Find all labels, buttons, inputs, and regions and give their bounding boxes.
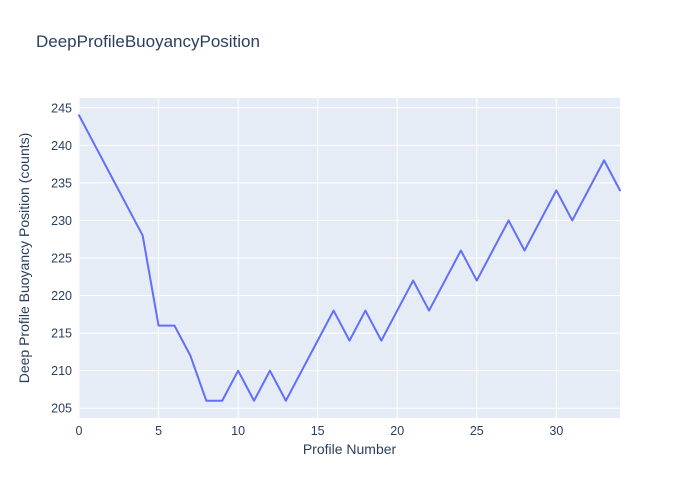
y-axis-title: Deep Profile Buoyancy Position (counts) — [16, 132, 32, 384]
y-tick-label: 220 — [51, 289, 72, 303]
chart-title: DeepProfileBuoyancyPosition — [36, 32, 260, 51]
x-tick-label: 30 — [549, 424, 563, 438]
y-tick-label: 235 — [51, 176, 72, 190]
x-tick-label: 15 — [311, 424, 325, 438]
x-tick-label: 20 — [390, 424, 404, 438]
y-tick-label: 240 — [51, 139, 72, 153]
y-tick-label: 225 — [51, 252, 72, 266]
x-tick-label: 10 — [231, 424, 245, 438]
y-tick-label: 230 — [51, 214, 72, 228]
y-tick-label: 245 — [51, 101, 72, 115]
data-line[interactable] — [78, 114, 621, 402]
y-tick-label: 210 — [51, 364, 72, 378]
x-tick-label: 25 — [470, 424, 484, 438]
x-tick-label: 5 — [155, 424, 162, 438]
y-tick-label: 205 — [51, 402, 72, 416]
y-tick-label: 215 — [51, 327, 72, 341]
x-axis-title: Profile Number — [302, 441, 397, 457]
x-tick-label: 0 — [76, 424, 83, 438]
